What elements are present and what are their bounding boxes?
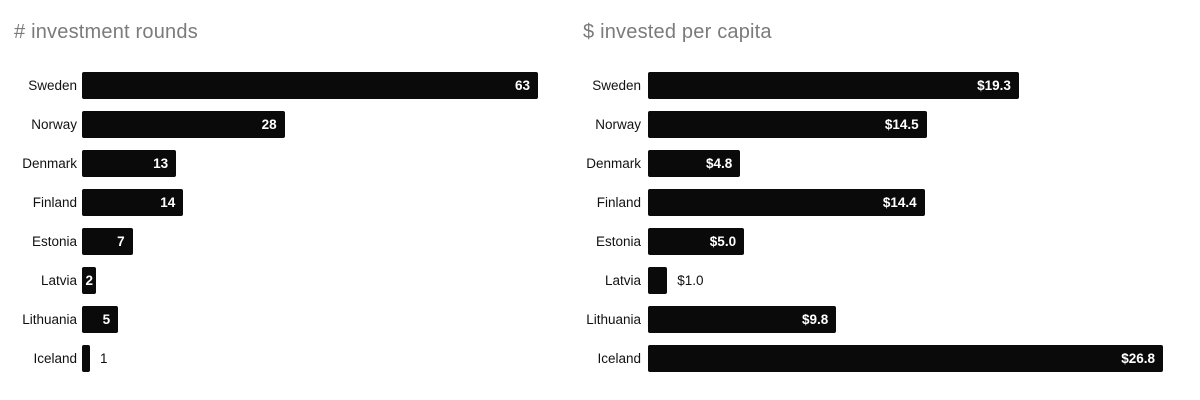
category-label: Norway bbox=[595, 117, 641, 132]
bar-rows: Sweden 63 Norway 28 Denmark 13 Finland 14 Estoni… bbox=[0, 72, 560, 372]
value-label: $14.5 bbox=[884, 117, 919, 132]
bar-row: Latvia $1.0 bbox=[570, 267, 1200, 294]
value-label: $9.8 bbox=[802, 312, 829, 327]
bar-row: Norway 28 bbox=[0, 111, 560, 138]
bar-row: Norway $14.5 bbox=[570, 111, 1200, 138]
bar: 7 bbox=[82, 228, 133, 255]
value-label: 63 bbox=[514, 78, 530, 93]
category-label: Iceland bbox=[33, 351, 77, 366]
bar: 28 bbox=[82, 111, 285, 138]
chart-panel-invested-per-capita: $ invested per capita Sweden $19.3 Norway $… bbox=[570, 0, 1200, 400]
bar-row: Latvia 2 bbox=[0, 267, 560, 294]
category-label: Latvia bbox=[40, 273, 77, 288]
bar: $14.4 bbox=[648, 189, 925, 216]
value-label: $1.0 bbox=[677, 273, 704, 288]
value-label: $14.4 bbox=[882, 195, 917, 210]
bar-row: Lithuania 5 bbox=[0, 306, 560, 333]
bar-row: Sweden 63 bbox=[0, 72, 560, 99]
bar: 2 bbox=[82, 267, 97, 294]
category-label: Finland bbox=[596, 195, 641, 210]
category-label: Estonia bbox=[31, 234, 77, 249]
bar: 63 bbox=[82, 72, 538, 99]
bar bbox=[648, 267, 668, 294]
bar bbox=[82, 345, 90, 372]
bar: 13 bbox=[82, 150, 177, 177]
bar-row: Lithuania $9.8 bbox=[570, 306, 1200, 333]
category-label: Denmark bbox=[586, 156, 641, 171]
category-label: Sweden bbox=[592, 78, 641, 93]
bar-row: Iceland $26.8 bbox=[570, 345, 1200, 372]
bar-row: Denmark $4.8 bbox=[570, 150, 1200, 177]
bar: $19.3 bbox=[648, 72, 1019, 99]
chart-title-investment-rounds: # investment rounds bbox=[14, 21, 198, 43]
category-label: Finland bbox=[32, 195, 77, 210]
bar-row: Finland 14 bbox=[0, 189, 560, 216]
bar: 14 bbox=[82, 189, 184, 216]
value-label: 1 bbox=[100, 351, 108, 366]
bar: $9.8 bbox=[648, 306, 837, 333]
category-label: Sweden bbox=[28, 78, 77, 93]
value-label: $19.3 bbox=[977, 78, 1011, 93]
bar-rows: Sweden $19.3 Norway $14.5 Denmark $4.8 Finland… bbox=[570, 72, 1200, 372]
value-label: 28 bbox=[261, 117, 277, 132]
category-label: Iceland bbox=[597, 351, 641, 366]
bar-row: Estonia $5.0 bbox=[570, 228, 1200, 255]
chart-title-invested-per-capita: $ invested per capita bbox=[583, 21, 772, 43]
value-label: $4.8 bbox=[705, 156, 733, 171]
value-label: 14 bbox=[160, 195, 176, 210]
value-label: $26.8 bbox=[1121, 351, 1155, 366]
value-label: 7 bbox=[117, 234, 125, 249]
bar-row: Iceland 1 bbox=[0, 345, 560, 372]
bar: $5.0 bbox=[648, 228, 745, 255]
category-label: Latvia bbox=[604, 273, 641, 288]
category-label: Norway bbox=[31, 117, 77, 132]
bar: 5 bbox=[82, 306, 119, 333]
bar: $14.5 bbox=[648, 111, 927, 138]
value-label: $5.0 bbox=[709, 234, 737, 249]
value-label: 2 bbox=[85, 273, 93, 288]
value-label: 5 bbox=[102, 312, 111, 327]
bar-row: Sweden $19.3 bbox=[570, 72, 1200, 99]
bar-row: Finland $14.4 bbox=[570, 189, 1200, 216]
category-label: Lithuania bbox=[586, 312, 641, 327]
bar: $4.8 bbox=[648, 150, 741, 177]
value-label: 13 bbox=[153, 156, 169, 171]
category-label: Estonia bbox=[595, 234, 641, 249]
bar-row: Estonia 7 bbox=[0, 228, 560, 255]
category-label: Lithuania bbox=[22, 312, 77, 327]
bar-row: Denmark 13 bbox=[0, 150, 560, 177]
category-label: Denmark bbox=[22, 156, 77, 171]
chart-panel-investment-rounds: # investment rounds Sweden 63 Norway 28 Denm… bbox=[0, 0, 560, 400]
bar: $26.8 bbox=[648, 345, 1163, 372]
